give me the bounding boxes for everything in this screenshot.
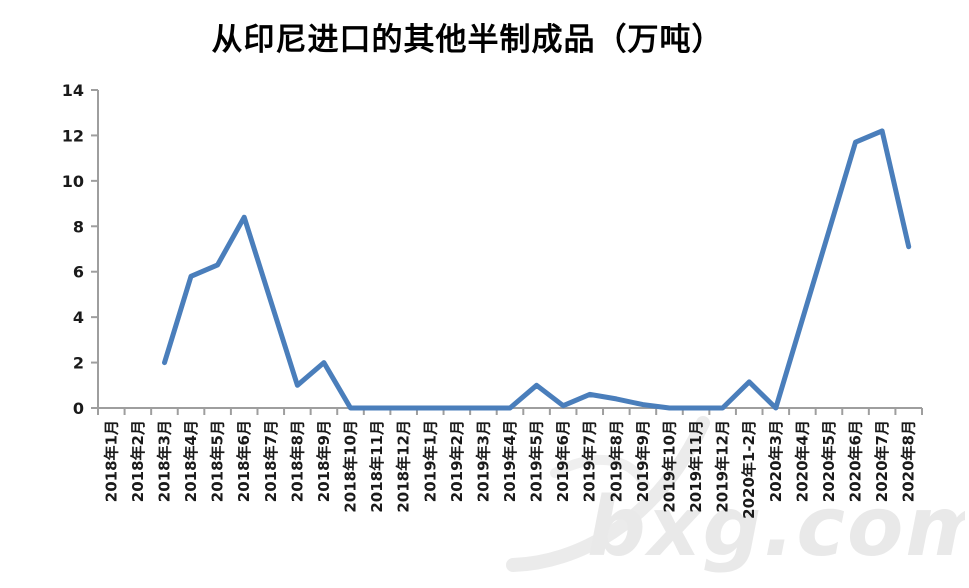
- x-tick-label: 2018年4月: [182, 420, 200, 502]
- x-tick-label: 2018年1月: [102, 420, 120, 502]
- y-tick-label: 12: [62, 126, 84, 145]
- x-tick-label: 2019年1月: [421, 420, 439, 502]
- x-tick-label: 2020年4月: [793, 420, 811, 502]
- x-tick-label: 2019年10月: [660, 420, 678, 513]
- x-tick-label: 2019年6月: [554, 420, 572, 502]
- x-tick-label: 2018年7月: [262, 420, 280, 502]
- x-tick-label: 2018年9月: [315, 420, 333, 502]
- x-tick-label: 2018年12月: [395, 420, 413, 513]
- x-tick-label: 2019年5月: [528, 420, 546, 502]
- y-tick-label: 0: [73, 399, 84, 418]
- x-tick-label: 2019年3月: [474, 420, 492, 502]
- x-tick-label: 2018年11月: [368, 420, 386, 513]
- y-tick-label: 2: [73, 354, 84, 373]
- x-tick-label: 2019年9月: [634, 420, 652, 502]
- data-line-series: [162, 128, 912, 411]
- x-tick-label: 2020年6月: [847, 420, 865, 502]
- x-tick-label: 2018年8月: [288, 420, 306, 502]
- x-tick-label: 2019年7月: [581, 420, 599, 502]
- x-tick-label: 2020年3月: [767, 420, 785, 502]
- x-tick-label: 2019年4月: [501, 420, 519, 502]
- x-tick-label: 2020年5月: [820, 420, 838, 502]
- x-tick-label: 2020年1-2月: [740, 420, 758, 519]
- x-tick-label: 2019年12月: [714, 420, 732, 513]
- x-tick-label: 2020年7月: [873, 420, 891, 502]
- chart-title: 从印尼进口的其他半制成品（万吨）: [211, 22, 724, 58]
- y-tick-label: 10: [62, 172, 84, 191]
- y-tick-label: 14: [62, 81, 84, 100]
- x-tick-label: 2020年8月: [900, 420, 918, 502]
- x-tick-label: 2018年6月: [235, 420, 253, 502]
- x-tick-label: 2018年10月: [342, 420, 360, 513]
- y-tick-label: 4: [73, 308, 84, 327]
- x-tick-label: 2018年5月: [209, 420, 227, 502]
- y-tick-label: 6: [73, 263, 84, 282]
- x-tick-label: 2018年3月: [155, 420, 173, 502]
- x-tick-label: 2018年2月: [129, 420, 147, 502]
- y-tick-label: 8: [73, 217, 84, 236]
- x-tick-label: 2019年11月: [687, 420, 705, 513]
- x-tick-label: 2019年2月: [448, 420, 466, 502]
- x-tick-label: 2019年8月: [607, 420, 625, 502]
